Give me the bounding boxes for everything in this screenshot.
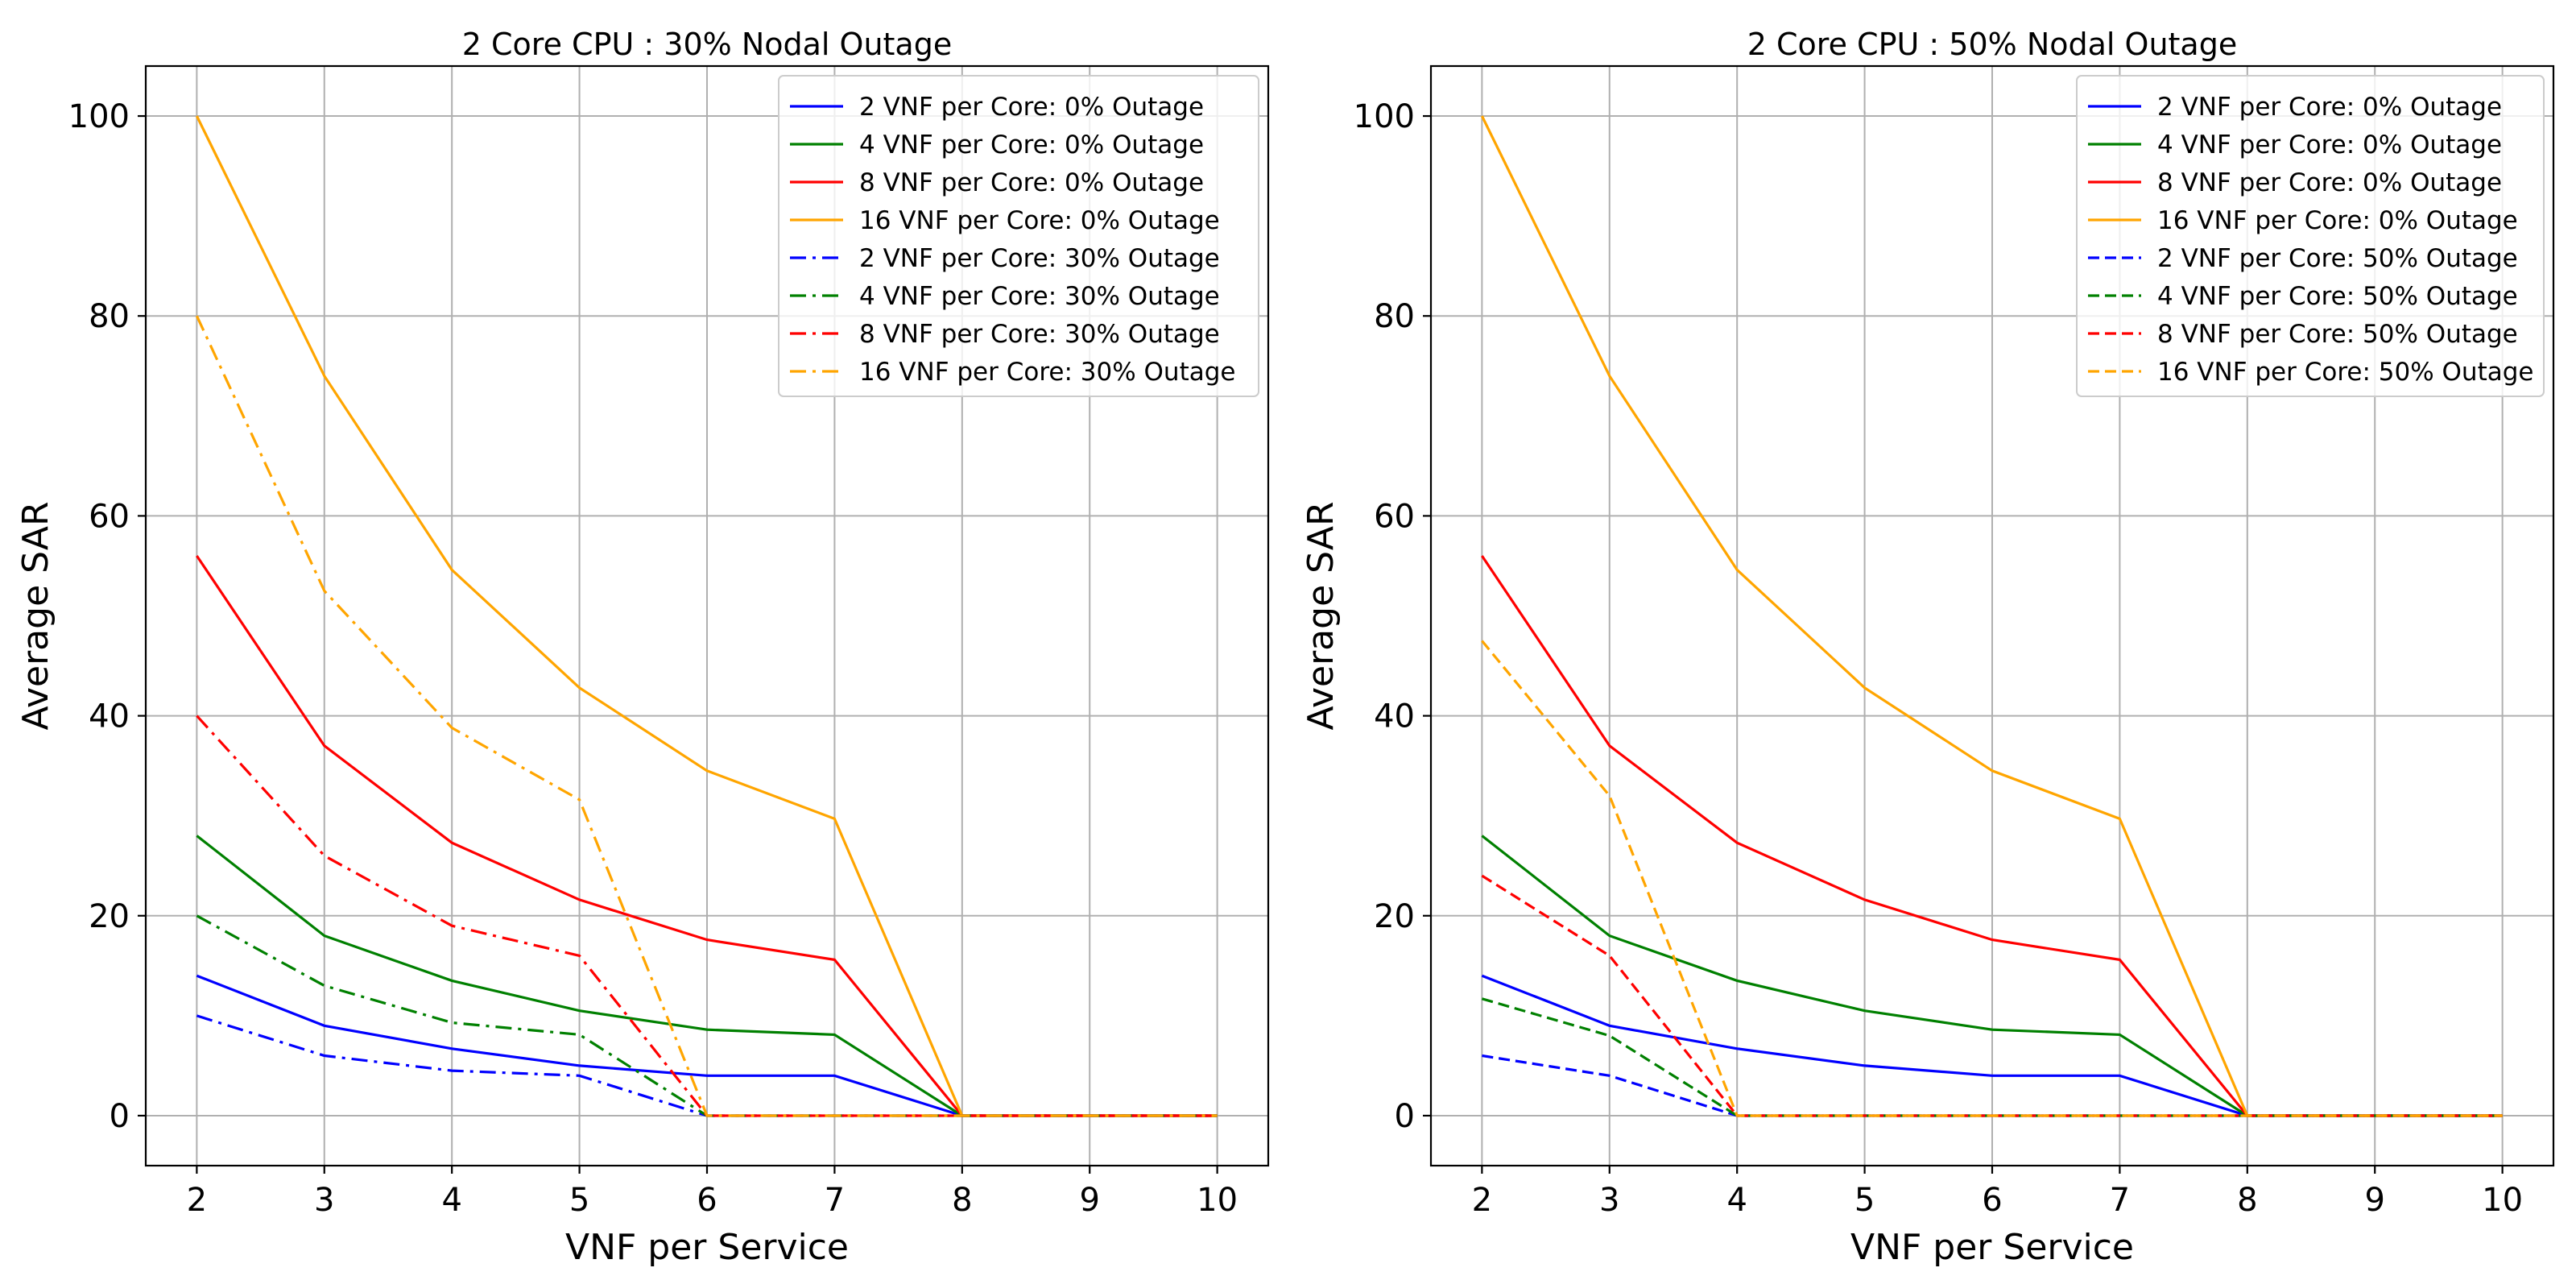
y-tick-label: 80 <box>89 298 130 335</box>
legend-label: 8 VNF per Core: 0% Outage <box>2157 168 2502 197</box>
x-tick-label: 7 <box>2110 1182 2130 1219</box>
legend: 2 VNF per Core: 0% Outage 4 VNF per Core:… <box>778 75 1259 397</box>
legend-label: 16 VNF per Core: 50% Outage <box>2157 358 2533 387</box>
legend-label: 4 VNF per Core: 50% Outage <box>2157 282 2518 311</box>
series-line-8 <box>195 315 1218 1117</box>
x-tick-label: 3 <box>1599 1182 1619 1219</box>
y-tick-label: 100 <box>68 98 130 135</box>
x-tick-label: 8 <box>952 1182 972 1219</box>
x-axis-label: VNF per Service <box>1850 1227 2134 1268</box>
y-tick-label: 0 <box>1395 1098 1415 1135</box>
legend-label: 8 VNF per Core: 0% Outage <box>859 168 1204 197</box>
legend-label: 16 VNF per Core: 0% Outage <box>859 206 1220 235</box>
legend-label: 2 VNF per Core: 30% Outage <box>859 244 1220 273</box>
x-tick-label: 9 <box>2365 1182 2385 1219</box>
chart-title: 2 Core CPU : 50% Nodal Outage <box>1747 27 2237 62</box>
legend-label: 8 VNF per Core: 30% Outage <box>859 320 1220 349</box>
y-tick-label: 40 <box>89 698 130 735</box>
legend-label: 8 VNF per Core: 50% Outage <box>2157 320 2518 349</box>
legend-label: 16 VNF per Core: 0% Outage <box>2157 206 2518 235</box>
series-line-8 <box>1481 640 2503 1117</box>
y-axis-label: Average SAR <box>1300 501 1342 730</box>
x-tick-label: 10 <box>1197 1182 1238 1219</box>
y-tick-label: 80 <box>1374 298 1415 335</box>
legend-label: 4 VNF per Core: 0% Outage <box>859 130 1204 160</box>
y-tick-label: 20 <box>89 898 130 935</box>
series-group <box>1480 115 2503 1117</box>
y-tick-label: 0 <box>110 1098 130 1135</box>
series-line-7 <box>196 715 1218 1117</box>
x-axis-label: VNF per Service <box>565 1227 849 1268</box>
legend-label: 2 VNF per Core: 0% Outage <box>2157 93 2502 122</box>
legend-label: 2 VNF per Core: 50% Outage <box>2157 244 2518 273</box>
legend-label: 4 VNF per Core: 0% Outage <box>2157 130 2502 160</box>
x-tick-label: 5 <box>569 1182 589 1219</box>
y-tick-label: 60 <box>89 498 130 535</box>
x-tick-label: 10 <box>2482 1182 2523 1219</box>
legend: 2 VNF per Core: 0% Outage 4 VNF per Core:… <box>2076 75 2545 397</box>
legend-frame <box>778 75 1259 397</box>
x-tick-label: 9 <box>1080 1182 1100 1219</box>
x-tick-label: 6 <box>697 1182 717 1219</box>
legend-frame <box>2076 75 2545 397</box>
x-tick-label: 3 <box>314 1182 334 1219</box>
x-tick-label: 7 <box>825 1182 845 1219</box>
x-tick-label: 4 <box>1726 1182 1747 1219</box>
series-group <box>195 115 1218 1117</box>
y-axis-label: Average SAR <box>15 501 56 730</box>
x-tick-label: 4 <box>441 1182 461 1219</box>
x-tick-label: 2 <box>1472 1182 1492 1219</box>
y-tick-label: 40 <box>1374 698 1415 735</box>
legend-label: 2 VNF per Core: 0% Outage <box>859 93 1204 122</box>
x-tick-label: 2 <box>187 1182 207 1219</box>
chart-title: 2 Core CPU : 30% Nodal Outage <box>462 27 952 62</box>
x-tick-label: 5 <box>1854 1182 1875 1219</box>
x-tick-label: 6 <box>1982 1182 2002 1219</box>
legend-label: 4 VNF per Core: 30% Outage <box>859 282 1220 311</box>
y-tick-label: 20 <box>1374 898 1415 935</box>
y-tick-label: 60 <box>1374 498 1415 535</box>
legend-label: 16 VNF per Core: 30% Outage <box>859 358 1235 387</box>
y-tick-label: 100 <box>1354 98 1415 135</box>
x-tick-label: 8 <box>2237 1182 2257 1219</box>
